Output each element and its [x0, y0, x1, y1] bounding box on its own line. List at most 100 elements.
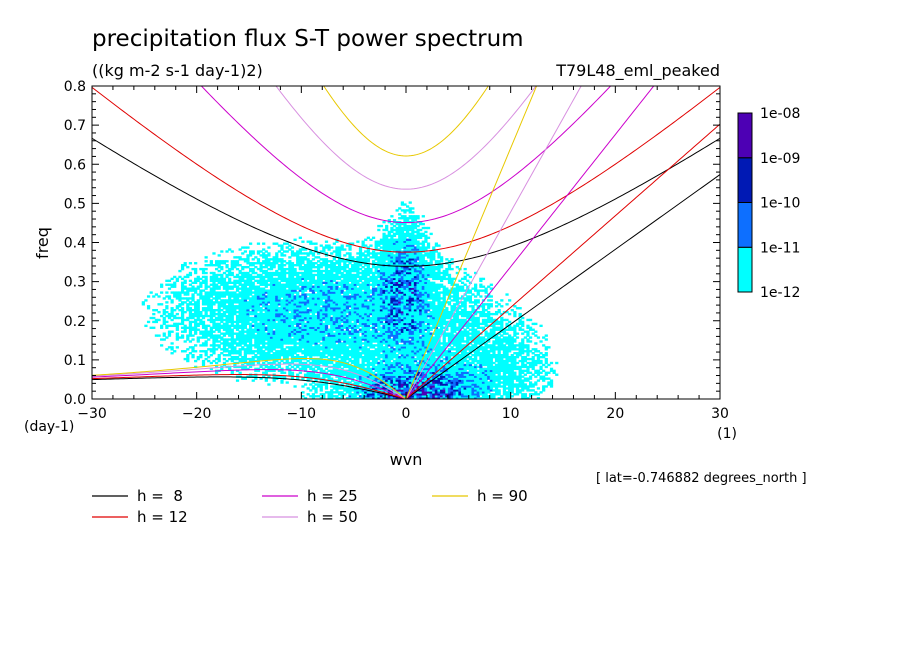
- heatmap-cell: [369, 393, 373, 396]
- heatmap-cell: [398, 310, 402, 314]
- heatmap-cell: [288, 316, 292, 320]
- heatmap-cell: [445, 326, 449, 329]
- heatmap-cell: [502, 318, 507, 322]
- heatmap-cell: [531, 393, 535, 396]
- heatmap-cell: [348, 352, 352, 355]
- heatmap-cell: [392, 354, 397, 357]
- heatmap-cell: [371, 310, 376, 314]
- heatmap-cell: [379, 365, 384, 369]
- heatmap-cell: [327, 338, 331, 341]
- heatmap-cell: [492, 346, 496, 349]
- heatmap-cell: [201, 322, 206, 326]
- heatmap-cell: [296, 312, 300, 316]
- heatmap-cell: [246, 314, 250, 318]
- heatmap-cell: [314, 334, 318, 337]
- heatmap-cell: [233, 309, 237, 312]
- heatmap-cell: [377, 383, 381, 386]
- heatmap-cell: [521, 346, 525, 349]
- heatmap-cell: [351, 393, 355, 396]
- heatmap-cell: [468, 375, 473, 378]
- heatmap-cell: [371, 324, 376, 328]
- heatmap-cell: [269, 318, 274, 322]
- heatmap-cell: [497, 397, 501, 399]
- heatmap-cell: [424, 316, 428, 320]
- heatmap-cell: [526, 354, 530, 357]
- heatmap-cell: [392, 352, 397, 355]
- heatmap-cell: [290, 326, 295, 329]
- heatmap-cell: [513, 359, 517, 363]
- heatmap-cell: [513, 393, 517, 396]
- heatmap-cell: [453, 397, 457, 399]
- heatmap-cell: [419, 342, 423, 345]
- heatmap-cell: [301, 316, 305, 320]
- heatmap-cell: [220, 314, 224, 318]
- heatmap-cell: [233, 332, 237, 335]
- heatmap-cell: [398, 369, 402, 373]
- heatmap-cell: [246, 305, 250, 308]
- heatmap-cell: [458, 340, 462, 343]
- heatmap-cell: [228, 312, 232, 316]
- heatmap-cell: [536, 359, 541, 363]
- heatmap-cell: [481, 371, 486, 374]
- heatmap-cell: [442, 320, 446, 324]
- heatmap-cell: [356, 359, 360, 363]
- heatmap-cell: [348, 381, 352, 384]
- heatmap-cell: [385, 336, 389, 339]
- heatmap-cell: [534, 391, 538, 394]
- heatmap-cell: [466, 324, 470, 328]
- heatmap-cell: [500, 367, 504, 371]
- heatmap-cell: [340, 363, 344, 367]
- heatmap-cell: [474, 381, 478, 384]
- heatmap-cell: [406, 326, 410, 329]
- heatmap-cell: [343, 318, 347, 322]
- heatmap-cell: [502, 379, 507, 382]
- heatmap-cell: [521, 359, 525, 363]
- heatmap-cell: [262, 344, 266, 347]
- heatmap-cell: [340, 316, 344, 320]
- heatmap-cell: [309, 309, 313, 312]
- heatmap-cell: [455, 395, 459, 398]
- heatmap-cell: [288, 312, 292, 316]
- heatmap-cell: [356, 391, 360, 394]
- heatmap-cell: [353, 363, 357, 367]
- heatmap-cell: [309, 348, 313, 351]
- heatmap-cell: [455, 350, 459, 353]
- heatmap-cell: [374, 387, 378, 390]
- heatmap-cell: [175, 305, 179, 308]
- heatmap-cell: [296, 359, 300, 363]
- heatmap-cell: [374, 373, 378, 376]
- heatmap-cell: [241, 338, 245, 341]
- heatmap-cell: [408, 310, 412, 314]
- heatmap-cell: [251, 305, 255, 308]
- heatmap-cell: [348, 322, 352, 326]
- heatmap-cell: [256, 332, 261, 335]
- heatmap-cell: [453, 322, 457, 326]
- heatmap-cell: [398, 363, 402, 367]
- heatmap-cell: [369, 330, 373, 333]
- heatmap-cell: [440, 355, 444, 359]
- heatmap-cell: [314, 310, 318, 314]
- heatmap-cell: [212, 348, 216, 351]
- heatmap-cell: [484, 363, 488, 367]
- heatmap-cell: [453, 305, 457, 308]
- heatmap-cell: [371, 336, 376, 339]
- heatmap-cell: [437, 320, 441, 324]
- heatmap-cell: [277, 352, 281, 355]
- heatmap-cell: [505, 397, 509, 399]
- heatmap-cell: [165, 307, 169, 310]
- heatmap-cell: [356, 312, 360, 316]
- heatmap-cell: [296, 377, 300, 380]
- heatmap-cell: [502, 336, 507, 339]
- heatmap-cell: [395, 344, 399, 347]
- heatmap-cell: [463, 352, 467, 355]
- heatmap-cell: [204, 309, 208, 312]
- heatmap-cell: [395, 328, 399, 331]
- heatmap-cell: [458, 369, 462, 373]
- heatmap-cell: [489, 397, 493, 399]
- heatmap-cell: [358, 320, 363, 324]
- heatmap-cell: [371, 303, 376, 306]
- heatmap-cell: [322, 318, 326, 322]
- heatmap-cell: [508, 348, 512, 351]
- heatmap-cell: [442, 397, 446, 399]
- heatmap-cell: [269, 307, 274, 310]
